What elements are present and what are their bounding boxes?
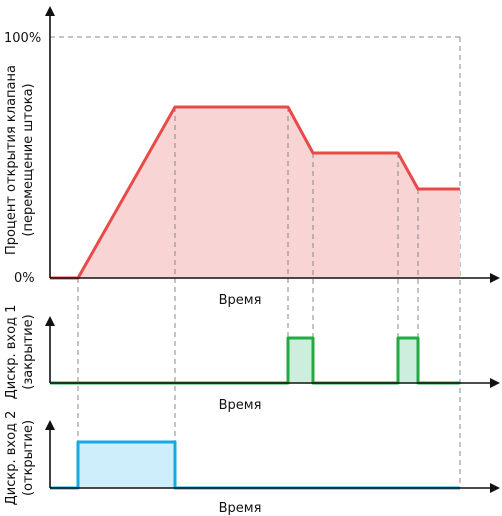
y-100-label: 100% — [4, 31, 41, 46]
input1-signal — [50, 336, 460, 385]
input2-y-label-line1: Дискр. вход 2 — [4, 411, 19, 506]
valve-x-label: Время — [219, 293, 262, 308]
input2-panel: Время Дискр. вход 2 (открытие) — [4, 411, 500, 516]
valve-y-label-line2: (перемещение штока) — [21, 83, 36, 236]
input2-x-label: Время — [219, 501, 262, 516]
input1-pulse-fill — [398, 338, 418, 383]
input1-x-label: Время — [219, 398, 262, 413]
valve-y-label-line1: Процент открытия клапана — [4, 65, 19, 255]
valve-opening-area — [78, 107, 460, 278]
input2-y-label-line2: (открытие) — [21, 420, 36, 496]
input1-y-label-line1: Дискр. вход 1 — [4, 305, 19, 400]
y-0-label: 0% — [14, 271, 35, 286]
valve-opening-line — [50, 105, 460, 280]
input1-panel: Время Дискр. вход 1 (закрытие) — [4, 305, 500, 413]
input1-y-label-line2: (закрытие) — [21, 314, 36, 389]
input1-pulse-fill — [288, 338, 313, 383]
input2-pulse-fill — [78, 442, 175, 488]
valve-panel: 100% 0% Время Процент открытия клапана (… — [4, 6, 500, 488]
